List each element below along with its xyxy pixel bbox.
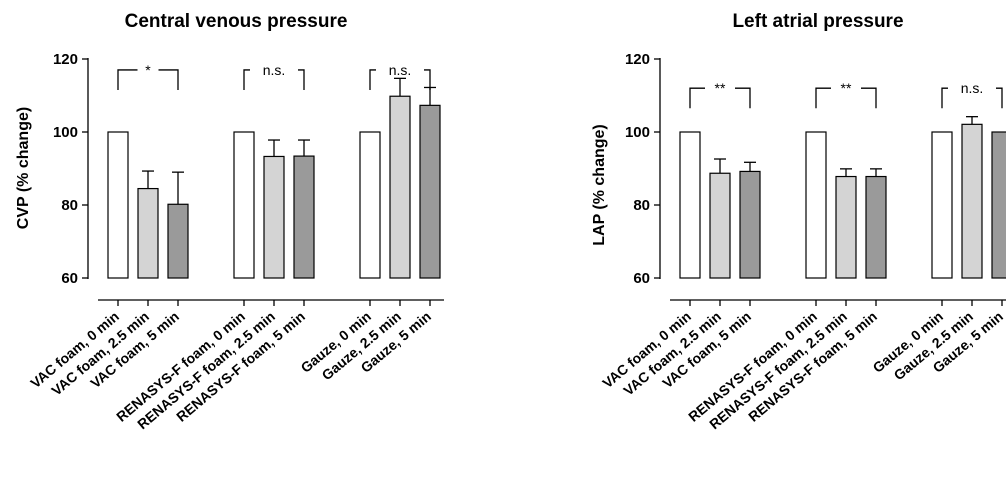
significance-bracket — [861, 87, 877, 109]
bar — [865, 175, 887, 279]
significance-bracket — [117, 69, 138, 90]
significance-label: n.s. — [263, 62, 286, 78]
significance-bracket — [996, 87, 1003, 109]
bar — [931, 131, 953, 279]
significance-label: ** — [841, 80, 852, 96]
significance-bracket — [298, 69, 305, 90]
lap-chart: Left atrial pressure LAP (% change) 60 80… — [591, 11, 1006, 432]
cvp-chart: Central venous pressure CVP (% change) 6… — [15, 11, 444, 432]
bar — [739, 170, 761, 279]
bar — [835, 175, 857, 279]
significance-bracket — [369, 69, 376, 90]
significance-label: n.s. — [389, 62, 412, 78]
significance-bracket — [815, 87, 831, 109]
y-axis-label: LAP (% change) — [591, 124, 608, 246]
chart-title: Left atrial pressure — [732, 11, 903, 32]
bar — [233, 131, 255, 279]
y-tick-label: 120 — [53, 51, 78, 68]
bar — [107, 131, 129, 279]
chart-title: Central venous pressure — [125, 11, 348, 32]
y-tick-label: 60 — [61, 270, 78, 287]
significance-bracket — [243, 69, 250, 90]
y-axis-label: CVP (% change) — [15, 107, 32, 229]
significance-bracket — [941, 87, 948, 109]
y-tick-label: 100 — [625, 124, 650, 141]
significance-label: ** — [715, 80, 726, 96]
bar — [359, 131, 381, 279]
bar — [709, 172, 731, 279]
y-tick-label: 80 — [61, 197, 78, 214]
significance-bracket — [689, 87, 705, 109]
significance-bracket — [158, 69, 179, 90]
bar — [167, 203, 189, 279]
bar — [679, 131, 701, 279]
significance-label: n.s. — [961, 80, 984, 96]
y-tick-label: 120 — [625, 51, 650, 68]
y-tick-label: 100 — [53, 124, 78, 141]
significance-label: * — [145, 62, 151, 78]
y-tick-label: 60 — [633, 270, 650, 287]
bar — [961, 123, 983, 279]
bar — [991, 131, 1006, 279]
bar — [805, 131, 827, 279]
y-tick-label: 80 — [633, 197, 650, 214]
bar — [137, 187, 159, 279]
bar — [293, 155, 315, 279]
significance-bracket — [424, 69, 431, 90]
bar — [263, 155, 285, 279]
bar — [389, 95, 411, 279]
significance-bracket — [735, 87, 751, 109]
bar — [419, 104, 441, 279]
